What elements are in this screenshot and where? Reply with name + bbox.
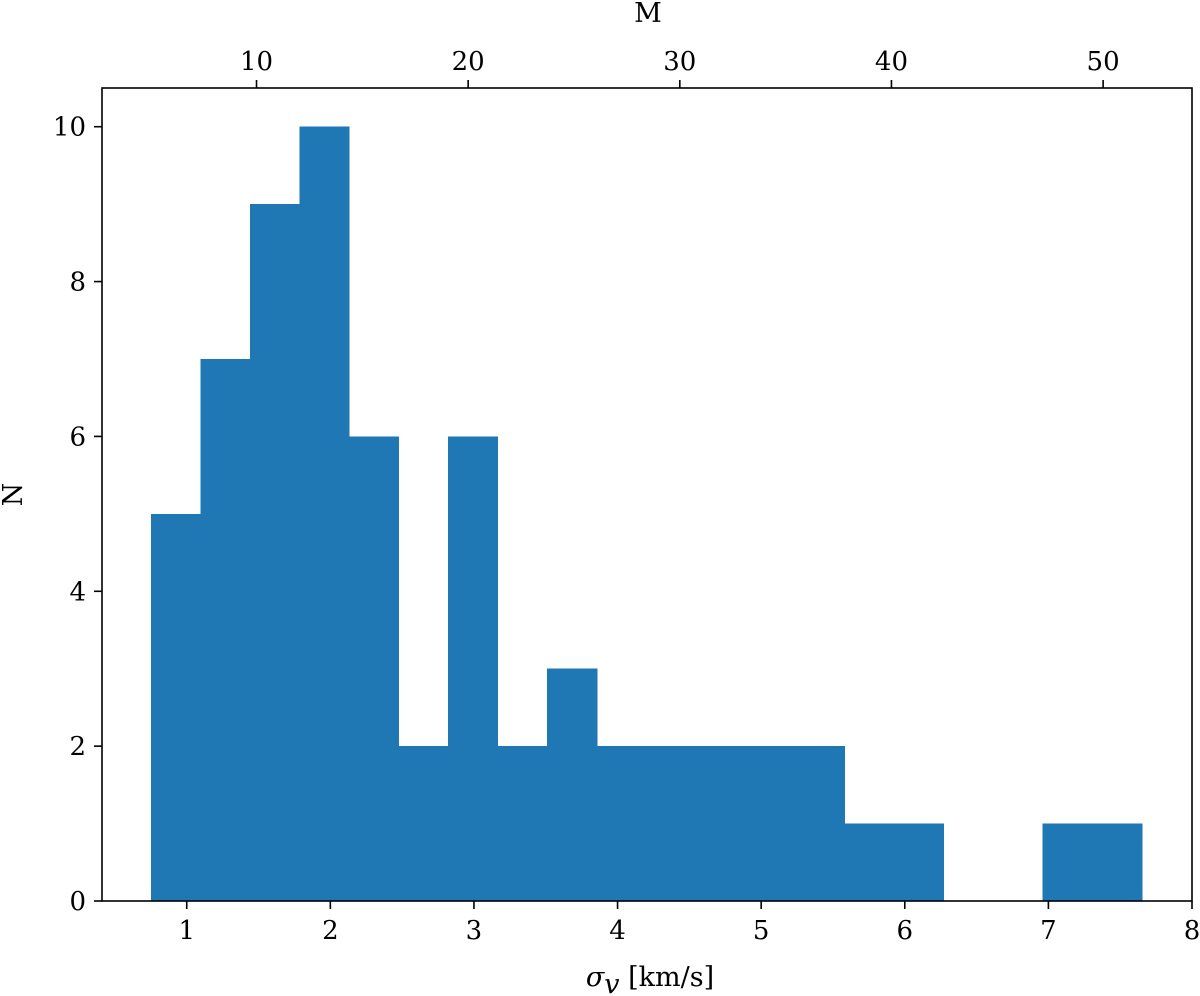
y-tick-label: 2 — [69, 732, 86, 762]
histogram-bar — [150, 513, 201, 901]
top-tick-label: 50 — [1087, 47, 1120, 77]
x-axis-title-subscript: v — [604, 969, 619, 996]
histogram-bar — [596, 746, 647, 901]
histogram-bar — [448, 436, 499, 901]
top-tick-label: 10 — [240, 47, 273, 77]
histogram-bar — [894, 823, 945, 901]
x-tick-label: 2 — [322, 916, 339, 946]
histogram-bar — [1092, 823, 1143, 901]
plot-frame — [101, 87, 1193, 902]
y-axis-title: N — [0, 483, 29, 507]
bottom-x-axis: 1 2 3 4 5 6 7 8 — [178, 901, 1200, 946]
x-tick-label: 3 — [466, 916, 483, 946]
histogram-bar — [249, 204, 301, 902]
histogram-bar — [1042, 823, 1093, 901]
x-axis-title: σv [km/s] — [586, 962, 714, 996]
top-axis-title: M — [634, 0, 662, 29]
y-axis: 0 2 4 6 8 10 — [53, 113, 102, 917]
top-tick-label: 20 — [452, 47, 485, 77]
y-tick-label: 4 — [69, 577, 86, 607]
histogram-bar — [547, 668, 598, 901]
y-tick-label: 10 — [53, 113, 86, 143]
x-tick-label: 1 — [178, 916, 195, 946]
bars-group — [150, 126, 1143, 902]
y-tick-label: 6 — [69, 422, 86, 452]
histogram-bar — [398, 746, 449, 901]
y-tick-label: 0 — [69, 887, 86, 917]
histogram-bar — [844, 823, 895, 901]
histogram-bar — [745, 746, 796, 901]
histogram-bar — [200, 359, 251, 901]
top-tick-label: 40 — [875, 47, 908, 77]
x-tick-label: 7 — [1040, 916, 1057, 946]
top-tick-label: 30 — [663, 47, 696, 77]
histogram-bar — [497, 746, 548, 901]
histogram-bar — [299, 126, 350, 901]
histogram-bar — [349, 436, 400, 901]
histogram-bar — [794, 746, 846, 901]
x-tick-label: 6 — [897, 916, 914, 946]
top-x-axis: 10 20 30 40 50 — [240, 47, 1120, 88]
x-axis-title-unit: [km/s] — [620, 962, 715, 993]
x-tick-label: 8 — [1184, 916, 1200, 946]
histogram-bar — [646, 746, 697, 901]
histogram-bar — [695, 746, 746, 901]
x-axis-title-symbol: σ — [586, 962, 606, 993]
x-tick-label: 4 — [609, 916, 626, 946]
x-tick-label: 5 — [753, 916, 770, 946]
y-tick-label: 8 — [69, 268, 86, 298]
